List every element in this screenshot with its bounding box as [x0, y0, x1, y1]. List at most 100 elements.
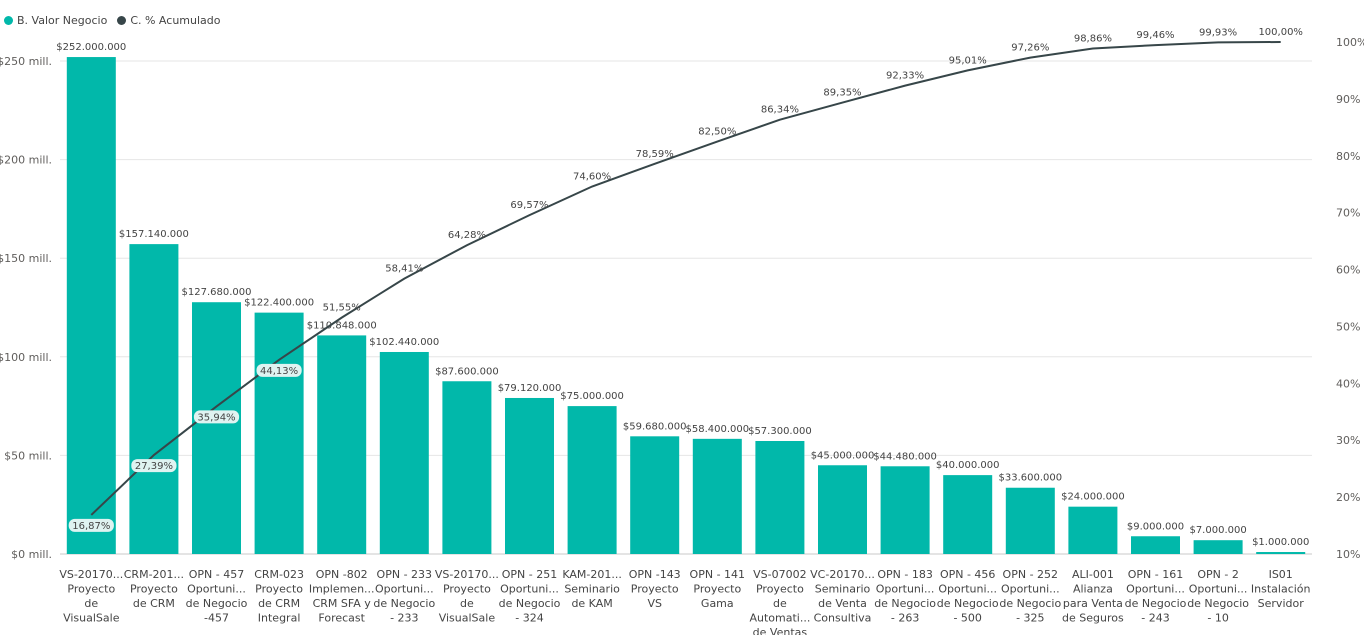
bar-value-label: $7.000.000 [1189, 525, 1246, 536]
category-label-line: de [460, 597, 474, 610]
category-label: OPN - 251 Oportuni... de Negocio - 324 [499, 568, 561, 625]
bar[interactable] [317, 335, 367, 554]
category-label-line: Implemen... [309, 583, 375, 596]
bar[interactable] [1256, 552, 1306, 554]
category-label: OPN -143 Proyecto VS [629, 568, 681, 610]
category-label-line: de Negocio [499, 597, 561, 610]
category-label-line: de Ventas [753, 626, 808, 635]
bar[interactable] [442, 381, 492, 554]
y-right-tick-label: 50% [1336, 320, 1360, 333]
bar[interactable] [1005, 487, 1055, 554]
category-label-line: de [84, 597, 98, 610]
category-label-line: OPN - 233 [377, 568, 432, 581]
y-right-tick-label: 30% [1336, 434, 1360, 447]
line-label-text: 51,55% [323, 303, 361, 314]
category-label-line: Proyecto [255, 583, 303, 596]
category-label: OPN - 161 Oportuni... de Negocio - 243 [1125, 568, 1187, 625]
line-value-label: 92,33% [886, 71, 924, 82]
category-label-line: Automati... [749, 612, 810, 625]
line-value-label: 78,59% [636, 149, 674, 160]
category-label: OPN - 183 Oportuni... de Negocio - 263 [874, 568, 936, 625]
line-label-text: 100,00% [1258, 27, 1303, 38]
cumulative-line[interactable] [90, 41, 1281, 516]
line-label-text: 95,01% [949, 55, 987, 66]
category-label-line: OPN - 251 [502, 568, 557, 581]
category-label-line: para Venta [1063, 597, 1123, 610]
x-axis-categories: VS-20170... Proyecto de VisualSaleCRM-201..… [59, 568, 1310, 635]
category-label: VS-20170... Proyecto de VisualSale [59, 568, 123, 625]
bar[interactable] [1131, 536, 1180, 554]
category-label-line: de CRM [258, 597, 300, 610]
bar[interactable] [129, 244, 179, 554]
line-label-text: 78,59% [636, 149, 674, 160]
category-label-line: Seminario [564, 583, 620, 596]
category-label-line: ALI-001 [1072, 568, 1114, 581]
category-label: OPN - 141 Proyecto Gama [690, 568, 745, 610]
line-value-label: 98,86% [1074, 33, 1112, 44]
category-label-line: Integral [258, 612, 301, 625]
category-label-line: VS-20170... [435, 568, 499, 581]
category-label-line: de Negocio [874, 597, 936, 610]
line-value-label: 99,93% [1199, 27, 1237, 38]
y-left-tick-label: $100 mill. [0, 351, 52, 364]
bar[interactable] [630, 436, 680, 554]
category-label-line: Proyecto [130, 583, 178, 596]
category-label: VS-07002 Proyecto de Automati... de Ventas [749, 568, 810, 635]
bar-value-label: $102.440.000 [369, 337, 439, 348]
bar[interactable] [943, 475, 993, 554]
line-label-text: 98,86% [1074, 33, 1112, 44]
legend-item-acumulado[interactable]: C. % Acumulado [117, 14, 220, 27]
category-label-line: CRM-023 [254, 568, 304, 581]
category-label-line: OPN - 456 [940, 568, 995, 581]
bar-value-label: $79.120.000 [498, 383, 562, 394]
bar[interactable] [1068, 506, 1118, 554]
bar[interactable] [192, 302, 241, 554]
y-axis-right: 10% 20% 30% 40% 50% 60% 70% 80% 90% 100% [1336, 36, 1364, 561]
bar[interactable] [379, 351, 429, 554]
category-label-line: - 263 [891, 612, 919, 625]
category-label: OPN - 456 Oportuni... de Negocio - 500 [937, 568, 999, 625]
category-label-line: OPN - 2 [1197, 568, 1238, 581]
line-value-label: 99,46% [1136, 30, 1174, 41]
bars-layer [66, 57, 1306, 554]
bar[interactable] [755, 441, 805, 554]
bar-value-label: $44.480.000 [873, 451, 937, 462]
category-label-line: IS01 [1269, 568, 1293, 581]
bar[interactable] [880, 466, 930, 554]
bar[interactable] [1193, 540, 1243, 554]
category-label-line: Proyecto [443, 583, 491, 596]
category-label-line: - 10 [1207, 612, 1228, 625]
line-layer [90, 41, 1281, 516]
category-label-line: Proyecto [67, 583, 115, 596]
legend-item-valor[interactable]: B. Valor Negocio [4, 14, 107, 27]
line-value-label: 100,00% [1258, 27, 1303, 38]
category-label-line: VS [647, 597, 662, 610]
bar[interactable] [818, 465, 867, 554]
category-label: OPN - 457 Oportuni... de Negocio -457 [186, 568, 248, 625]
bar[interactable] [254, 312, 304, 554]
category-label-line: OPN - 141 [690, 568, 745, 581]
line-label-bg [256, 363, 302, 377]
y-right-tick-label: 10% [1336, 548, 1360, 561]
bar-value-label: $59.680.000 [623, 421, 687, 432]
category-label-line: Gama [701, 597, 734, 610]
bar[interactable] [567, 406, 617, 554]
line-label-text: 44,13% [260, 366, 298, 377]
y-right-tick-label: 40% [1336, 377, 1360, 390]
category-label-line: Proyecto [756, 583, 804, 596]
bar[interactable] [692, 438, 742, 554]
bar[interactable] [66, 57, 116, 554]
line-label-text: 99,93% [1199, 27, 1237, 38]
line-value-label: 64,28% [448, 230, 486, 241]
bar-value-label: $75.000.000 [560, 391, 624, 402]
category-label: IS01 Instalación Servidor [1251, 568, 1311, 610]
line-value-label: 27,39% [131, 459, 177, 473]
bar[interactable] [505, 397, 554, 554]
category-label-line: Seminario [815, 583, 871, 596]
line-label-text: 69,57% [510, 200, 548, 211]
category-label-line: de Negocio [999, 597, 1061, 610]
category-label: OPN - 233 Oportuni... de Negocio - 233 [373, 568, 435, 625]
line-value-label: 89,35% [823, 88, 861, 99]
category-label-line: OPN - 457 [189, 568, 244, 581]
line-value-label: 58,41% [385, 264, 423, 275]
